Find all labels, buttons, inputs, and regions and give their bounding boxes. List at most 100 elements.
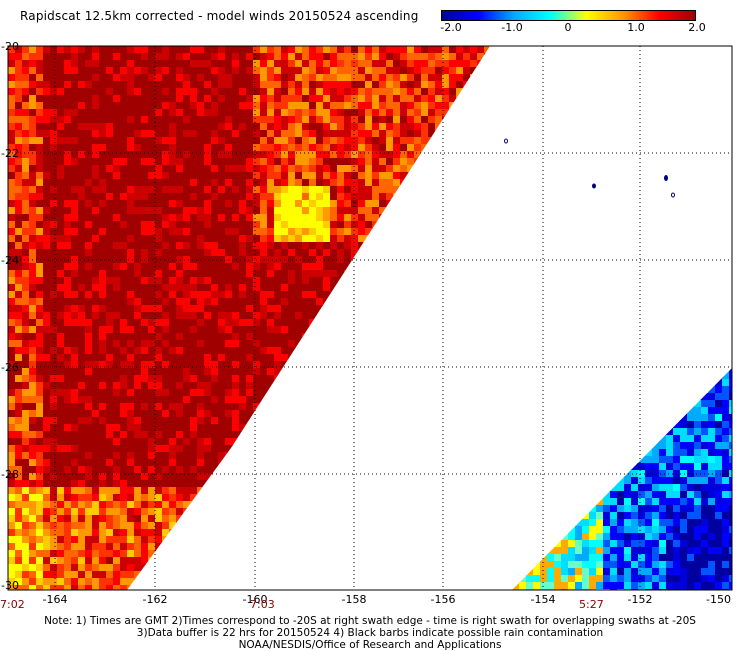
wind-cell xyxy=(323,242,331,250)
wind-cell xyxy=(183,487,191,495)
wind-cell xyxy=(211,529,219,537)
wind-cell xyxy=(127,396,135,404)
wind-cell xyxy=(22,480,30,488)
wind-cell xyxy=(337,347,345,355)
wind-cell xyxy=(134,501,142,509)
wind-cell xyxy=(176,172,184,180)
wind-cell xyxy=(477,396,485,404)
wind-cell xyxy=(253,151,261,159)
wind-cell xyxy=(302,291,310,299)
wind-cell xyxy=(288,417,296,425)
wind-cell xyxy=(253,459,261,467)
wind-cell xyxy=(148,403,156,411)
wind-cell xyxy=(400,396,408,404)
wind-cell xyxy=(71,88,79,96)
wind-cell xyxy=(218,438,226,446)
wind-cell xyxy=(323,151,331,159)
wind-cell xyxy=(463,242,471,250)
wind-cell xyxy=(43,228,51,236)
wind-cell xyxy=(99,186,107,194)
wind-cell xyxy=(281,466,289,474)
wind-cell xyxy=(218,179,226,187)
wind-cell xyxy=(57,515,65,523)
wind-cell xyxy=(71,228,79,236)
wind-cell xyxy=(379,46,387,54)
wind-cell xyxy=(190,396,198,404)
wind-cell xyxy=(8,137,16,145)
wind-cell xyxy=(358,235,366,243)
wind-cell xyxy=(274,438,282,446)
wind-cell xyxy=(176,494,184,502)
wind-cell xyxy=(365,151,373,159)
wind-cell xyxy=(106,410,114,418)
wind-cell xyxy=(435,529,443,537)
wind-cell xyxy=(295,424,303,432)
wind-cell xyxy=(344,452,352,460)
wind-cell xyxy=(400,305,408,313)
wind-cell xyxy=(64,466,72,474)
wind-cell xyxy=(484,347,490,355)
wind-cell xyxy=(176,249,184,257)
wind-cell xyxy=(337,270,345,278)
wind-cell xyxy=(232,487,240,495)
wind-cell xyxy=(57,445,65,453)
wind-cell xyxy=(169,179,177,187)
wind-cell xyxy=(428,116,436,124)
wind-cell xyxy=(99,536,107,544)
wind-cell xyxy=(260,256,268,264)
wind-cell xyxy=(64,256,72,264)
wind-cell xyxy=(85,375,93,383)
wind-cell xyxy=(309,151,317,159)
wind-cell xyxy=(456,144,464,152)
wind-cell xyxy=(190,459,198,467)
wind-cell xyxy=(239,242,247,250)
wind-cell xyxy=(190,277,198,285)
wind-cell xyxy=(281,221,289,229)
wind-cell xyxy=(253,319,261,327)
wind-cell xyxy=(113,200,121,208)
wind-cell xyxy=(127,494,135,502)
wind-cell xyxy=(232,95,240,103)
wind-cell xyxy=(169,123,177,131)
wind-cell xyxy=(99,284,107,292)
wind-cell xyxy=(36,298,44,306)
wind-cell xyxy=(155,130,163,138)
wind-cell xyxy=(218,235,226,243)
wind-cell xyxy=(190,522,198,530)
wind-cell xyxy=(246,144,254,152)
wind-cell xyxy=(393,466,401,474)
wind-cell xyxy=(253,480,261,488)
wind-cell xyxy=(400,277,408,285)
wind-cell xyxy=(421,214,429,222)
wind-cell xyxy=(57,123,65,131)
wind-cell xyxy=(344,284,352,292)
wind-cell xyxy=(85,543,93,551)
wind-cell xyxy=(302,368,310,376)
wind-cell xyxy=(211,389,219,397)
wind-cell xyxy=(239,53,247,61)
wind-cell xyxy=(274,95,282,103)
wind-cell xyxy=(253,298,261,306)
wind-cell xyxy=(78,522,86,530)
wind-cell xyxy=(218,501,226,509)
wind-cell xyxy=(302,144,310,152)
wind-cell xyxy=(449,144,457,152)
wind-cell xyxy=(435,221,443,229)
wind-cell xyxy=(225,382,233,390)
wind-cell xyxy=(323,81,331,89)
wind-cell xyxy=(78,368,86,376)
wind-cell xyxy=(218,410,226,418)
wind-cell xyxy=(85,487,93,495)
wind-cell xyxy=(106,298,114,306)
wind-cell xyxy=(435,347,443,355)
wind-cell xyxy=(449,88,457,96)
wind-cell xyxy=(155,67,163,75)
wind-cell xyxy=(421,515,429,523)
wind-cell xyxy=(127,445,135,453)
wind-cell xyxy=(253,88,261,96)
wind-cell xyxy=(162,389,170,397)
wind-cell xyxy=(22,277,30,285)
wind-cell xyxy=(8,214,16,222)
wind-cell xyxy=(92,298,100,306)
wind-cell xyxy=(141,116,149,124)
